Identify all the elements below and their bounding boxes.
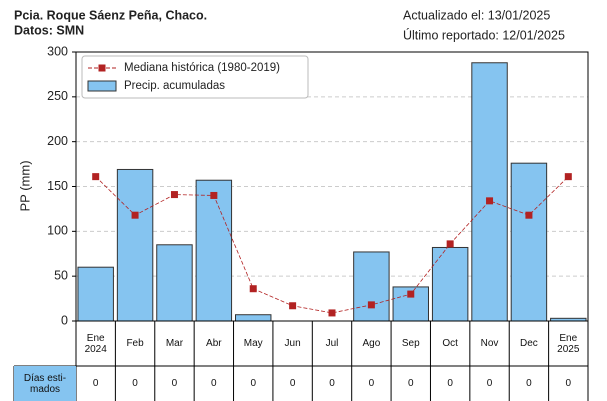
legend-swatch <box>87 80 117 92</box>
category-label: Jul <box>325 338 339 349</box>
table-value: 0 <box>132 378 138 389</box>
table-value: 0 <box>368 378 375 389</box>
legend-label: Mediana histórica (1980-2019) <box>124 62 280 74</box>
category-label: Feb <box>126 338 144 349</box>
median-marker <box>446 240 454 248</box>
table-value: 0 <box>526 378 532 389</box>
category-label: Ago <box>362 338 381 349</box>
header-right: Último reportado: 12/01/2025 <box>403 27 565 42</box>
category-label: May <box>243 338 263 349</box>
category-label: Oct <box>442 338 458 349</box>
y-tick-label: 100 <box>47 224 68 238</box>
table-value: 0 <box>447 378 453 389</box>
median-marker <box>210 191 218 199</box>
header-left: Pcia. Roque Sáenz Peña, Chaco. <box>14 8 207 22</box>
median-marker <box>564 173 572 181</box>
median-marker <box>289 302 297 310</box>
bar <box>116 168 154 322</box>
median-marker <box>170 191 178 199</box>
table-value: 0 <box>211 378 217 389</box>
y-tick-label: 250 <box>47 89 68 103</box>
y-tick-label: 0 <box>61 313 68 327</box>
category-label: Nov <box>480 338 499 349</box>
median-marker <box>486 197 494 205</box>
y-tick-label: 50 <box>54 268 68 282</box>
legend-label: Precip. acumuladas <box>124 80 225 92</box>
legend-box <box>81 55 309 99</box>
table-value: 0 <box>329 378 335 389</box>
category-label: Dec <box>520 338 538 349</box>
category-label: Mar <box>165 338 184 349</box>
median-marker <box>407 290 415 298</box>
bar <box>77 266 114 322</box>
category-label: Sep <box>401 338 420 349</box>
median-marker <box>92 173 100 181</box>
bar <box>510 162 548 322</box>
bar <box>195 179 233 322</box>
median-marker <box>131 211 139 219</box>
table-value: 0 <box>289 378 296 389</box>
plot-frame <box>75 51 589 322</box>
row-label: Días esti- mados <box>14 366 76 401</box>
median-marker <box>525 211 533 219</box>
category-label: Ene 2024 <box>84 332 107 355</box>
table-value: 0 <box>92 378 99 389</box>
bar <box>156 244 193 322</box>
table-value: 0 <box>250 378 256 389</box>
y-tick-label: 300 <box>47 44 68 58</box>
header-left: Datos: SMN <box>14 23 84 37</box>
median-marker <box>367 301 375 309</box>
table-value: 0 <box>171 378 178 389</box>
bar <box>471 62 508 322</box>
y-tick-label: 200 <box>47 134 68 148</box>
y-tick-label: 150 <box>47 179 68 193</box>
y-axis-label: PP (mm) <box>17 160 32 211</box>
category-label: Abr <box>206 338 222 349</box>
table-value: 0 <box>407 378 414 389</box>
header-right: Actualizado el: 13/01/2025 <box>403 8 550 22</box>
legend-marker <box>98 64 106 72</box>
median-marker <box>249 285 257 293</box>
bar <box>431 246 469 322</box>
table-value: 0 <box>565 378 572 389</box>
category-label: Jun <box>284 338 301 349</box>
median-marker <box>328 309 336 317</box>
table-value: 0 <box>486 378 493 389</box>
category-label: Ene 2025 <box>557 332 580 355</box>
bar <box>353 251 390 322</box>
